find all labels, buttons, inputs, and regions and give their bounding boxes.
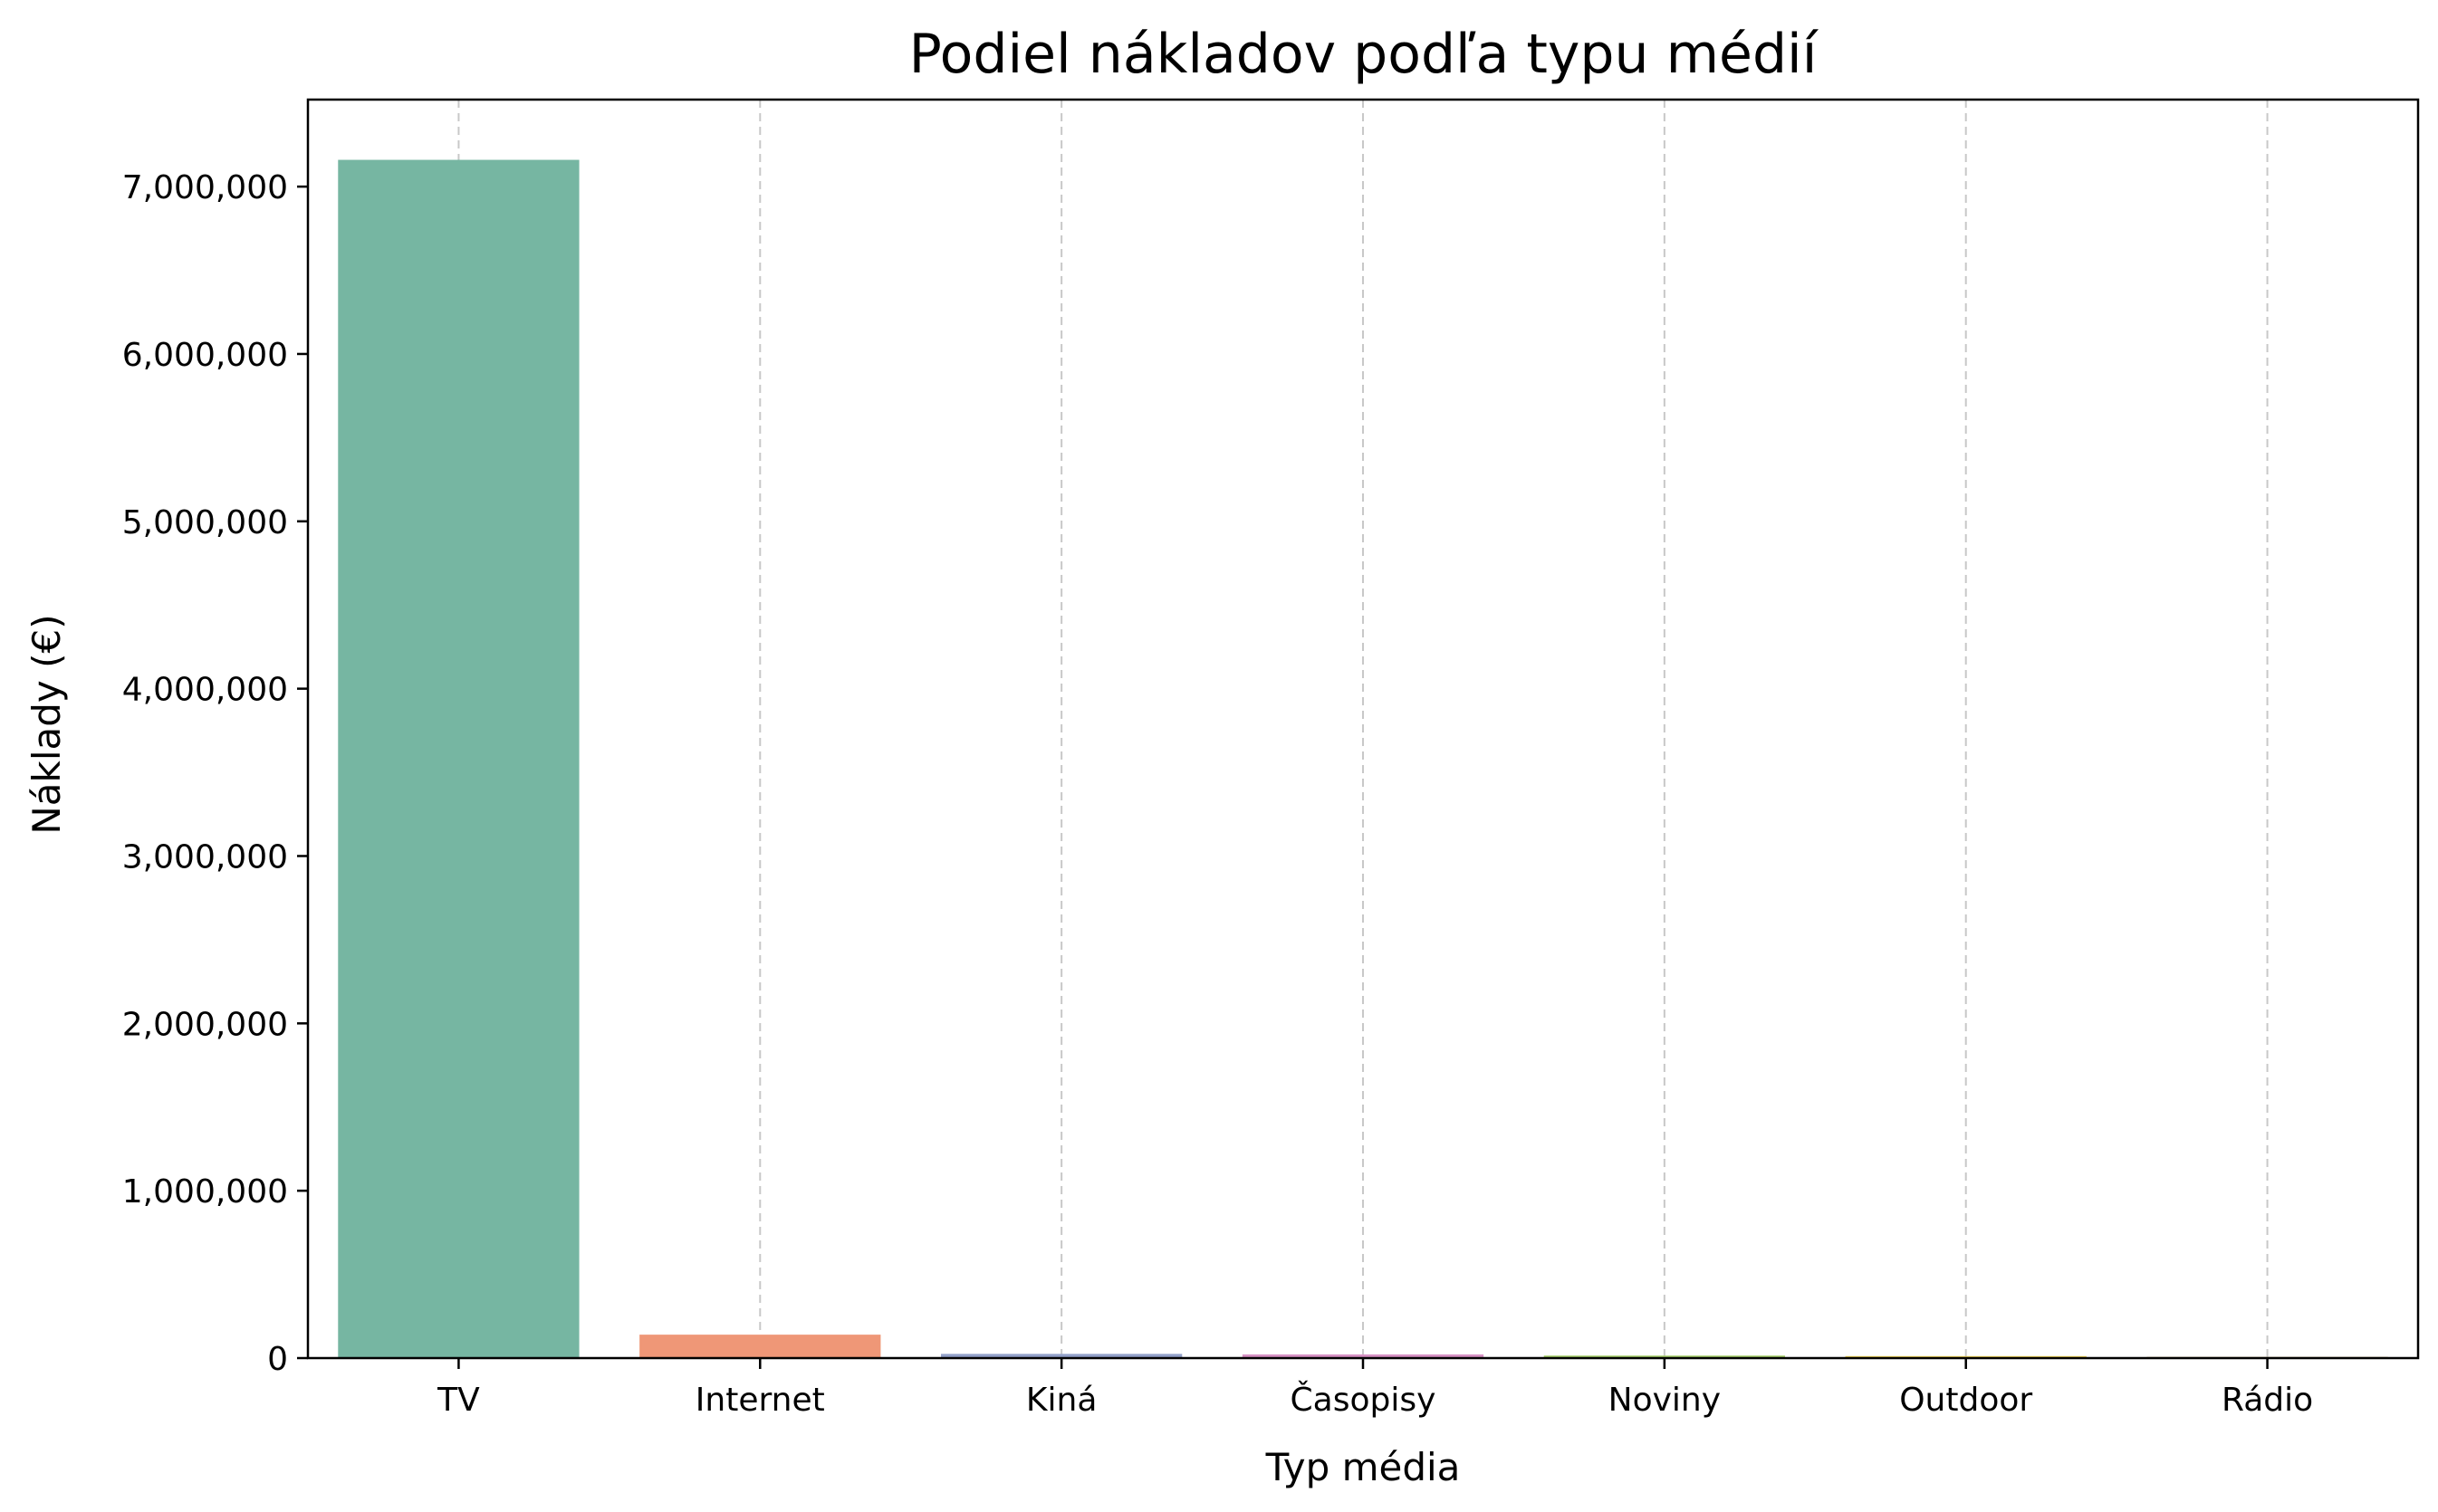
y-axis-label: Náklady (€) — [24, 614, 69, 834]
x-tick-label: TV — [437, 1382, 480, 1419]
x-tick-label: Kiná — [1026, 1382, 1098, 1419]
y-tick-label: 2,000,000 — [122, 1006, 288, 1043]
x-tick-label: Noviny — [1608, 1382, 1721, 1419]
y-tick-label: 6,000,000 — [122, 337, 288, 374]
bars — [338, 159, 2388, 1358]
bar-2 — [639, 1335, 881, 1358]
y-tick-label: 3,000,000 — [122, 838, 288, 876]
bar-3 — [941, 1354, 1183, 1358]
y-axis: 0 1,000,000 2,000,000 3,000,000 4,000,000 5,0… — [122, 169, 308, 1378]
grid-lines — [457, 100, 2269, 1358]
bar-4 — [1242, 1354, 1484, 1358]
bar-5 — [1543, 1355, 1785, 1358]
x-axis-label: Typ média — [1265, 1445, 1461, 1489]
x-tick-label: Outdoor — [1899, 1382, 2032, 1419]
y-tick-label: 7,000,000 — [122, 169, 288, 206]
x-tick-label: Rádio — [2222, 1382, 2313, 1419]
x-tick-label: Časopisy — [1291, 1381, 1436, 1419]
chart-title: Podiel nákladov podľa typu médií — [909, 23, 1819, 86]
y-tick-label: 5,000,000 — [122, 504, 288, 541]
y-tick-label: 4,000,000 — [122, 672, 288, 709]
y-tick-label: 0 — [267, 1341, 288, 1378]
bar-1 — [338, 159, 580, 1358]
y-tick-label: 1,000,000 — [122, 1173, 288, 1211]
x-axis: TV Internet Kiná Časopisy Noviny Outdoor Rádio — [437, 1358, 2313, 1419]
x-tick-label: Internet — [696, 1382, 825, 1419]
